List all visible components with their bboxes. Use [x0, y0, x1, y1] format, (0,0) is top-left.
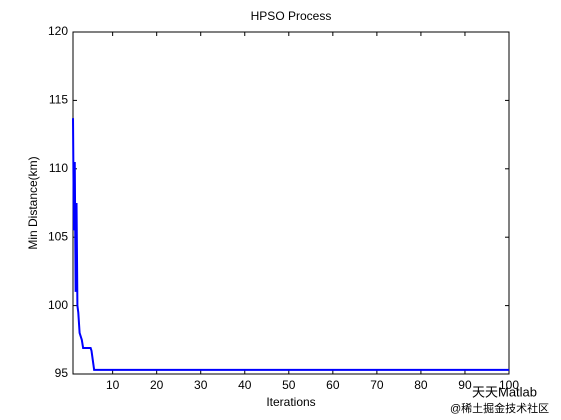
x-tick-label: 60	[326, 378, 340, 392]
watermark: 天天Matlab	[472, 384, 537, 399]
y-tick-label: 115	[49, 93, 68, 107]
x-tick-label: 90	[458, 378, 472, 392]
x-tick-label: 70	[370, 378, 384, 392]
y-tick-label: 120	[48, 24, 68, 38]
y-tick-label: 110	[49, 161, 68, 175]
x-tick-label: 100	[499, 378, 519, 392]
watermark: @稀土掘金技术社区	[450, 401, 549, 415]
y-axis-label: Min Distance(km)	[26, 156, 40, 249]
x-tick-label: 30	[194, 378, 208, 392]
x-tick-label: 40	[238, 378, 252, 392]
y-tick-label: 105	[48, 229, 68, 243]
y-tick-label: 95	[55, 366, 69, 380]
chart-title: HPSO Process	[251, 9, 332, 23]
x-tick-label: 80	[414, 378, 428, 392]
x-tick-label: 20	[150, 378, 164, 392]
y-tick-label: 100	[48, 298, 68, 312]
data-line	[72, 118, 509, 371]
x-tick-label: 50	[282, 378, 296, 392]
x-axis-label: Iterations	[266, 395, 315, 409]
x-tick-label: 10	[106, 378, 120, 392]
plot-area	[72, 31, 510, 375]
